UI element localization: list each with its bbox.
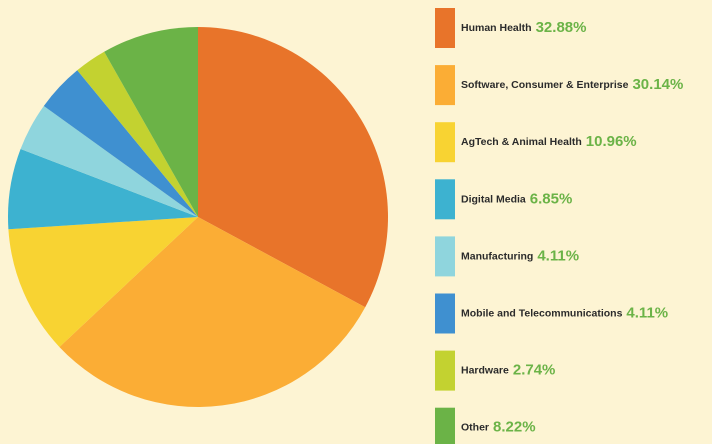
legend-name: Human Health [461,22,532,34]
legend-name: Manufacturing [461,250,533,262]
legend-name: Software, Consumer & Enterprise [461,79,629,91]
legend-label: Software, Consumer & Enterprise 30.14% [461,76,683,93]
legend-value: 30.14% [632,76,683,93]
legend-name: Digital Media [461,193,526,205]
legend-name: Mobile and Telecommunications [461,307,623,319]
legend-swatch [435,179,455,220]
legend-swatch [435,293,455,334]
legend-name: Hardware [461,364,509,376]
pie-slice [8,149,199,230]
legend-value: 4.11% [626,304,668,321]
pie-slice [43,70,198,217]
legend-value: 2.74% [513,362,556,379]
legend-label: Digital Media 6.85% [461,190,572,207]
legend-label: AgTech & Animal Health 10.96% [461,133,637,150]
legend-label: Other 8.22% [461,419,536,436]
legend-swatch [435,8,455,48]
legend-label: Human Health 32.88% [461,19,586,36]
legend-swatch [435,407,455,444]
legend-name: Other [461,421,489,433]
legend-label: Mobile and Telecommunications 4.11% [461,304,668,321]
pie-slice [20,105,199,217]
legend-swatch [435,236,455,277]
legend-name: AgTech & Animal Health [461,136,582,148]
legend-swatch [435,122,455,163]
legend-value: 6.85% [530,190,573,207]
legend-swatch [435,65,455,106]
legend-swatch [435,350,455,391]
pie-slice [77,51,198,217]
pie-slice [198,27,389,308]
pie-slice [104,27,198,217]
legend-value: 32.88% [536,19,587,36]
legend-label: Hardware 2.74% [461,362,555,379]
legend-value: 8.22% [493,419,536,436]
legend-value: 4.11% [537,247,579,264]
pie-slice [8,217,199,347]
pie-slice [59,217,366,407]
legend-value: 10.96% [586,133,637,150]
legend-label: Manufacturing 4.11% [461,247,579,264]
